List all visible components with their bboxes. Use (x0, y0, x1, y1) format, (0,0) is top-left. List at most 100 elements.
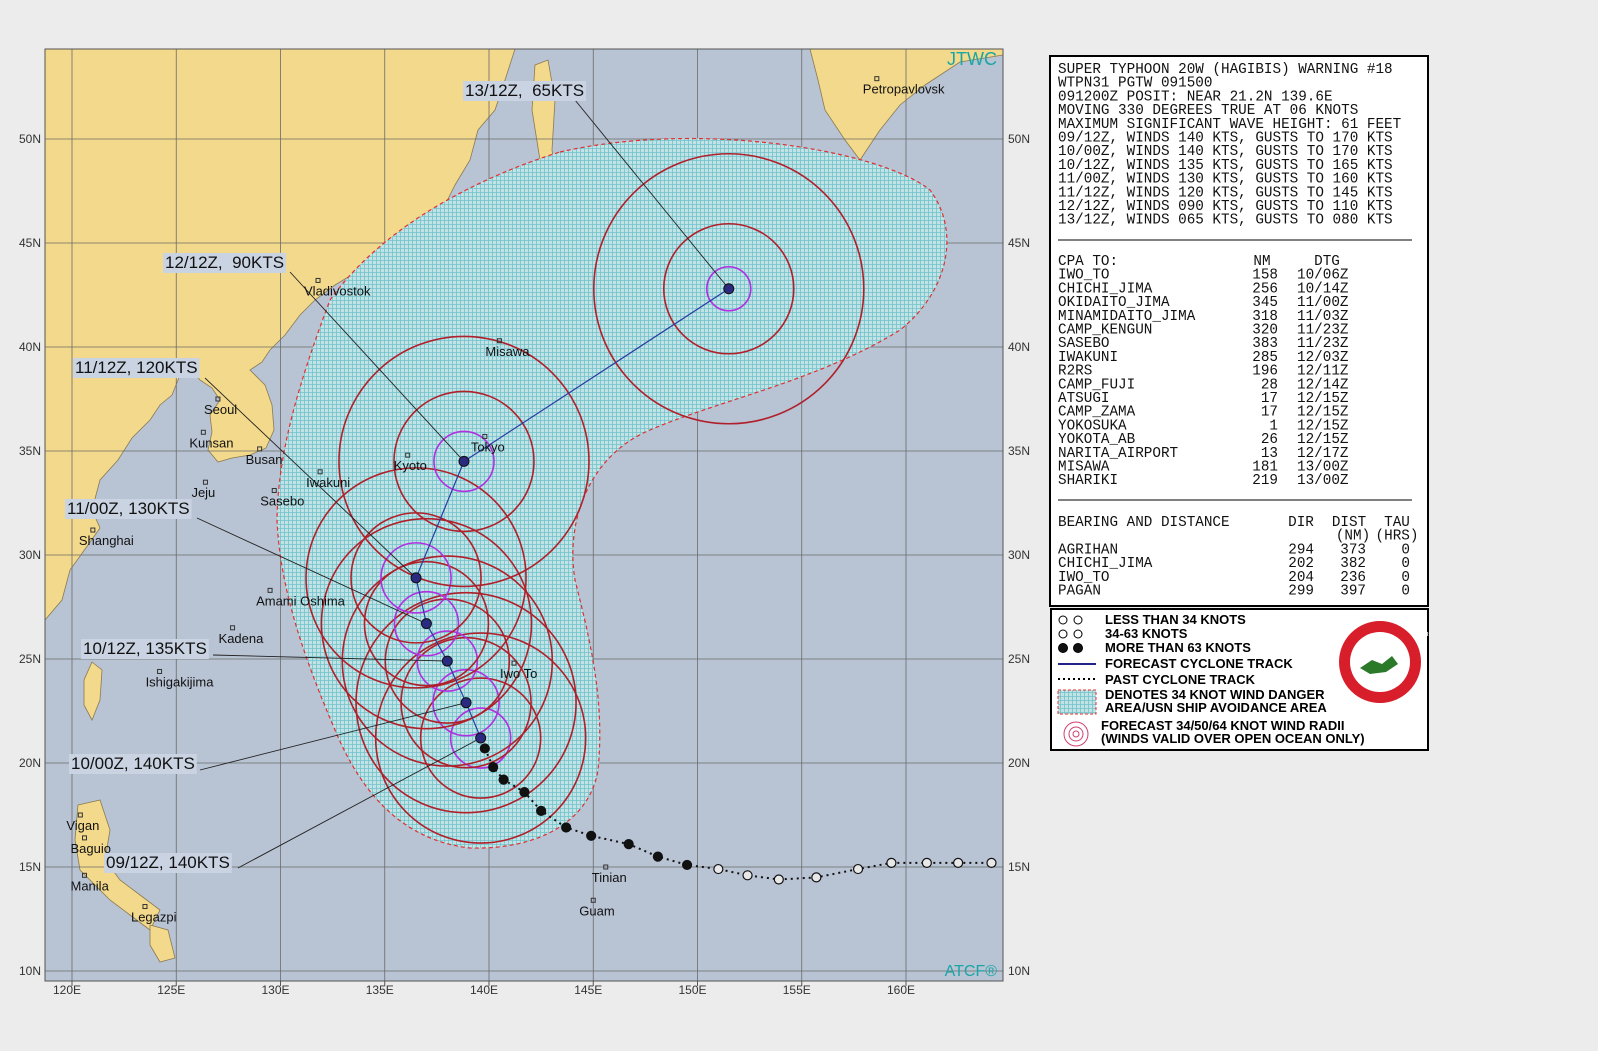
lon-tick-label: 140E (470, 983, 498, 997)
lat-tick-label: 50N (1008, 132, 1030, 146)
lat-tick-label: 15N (1008, 860, 1030, 874)
past-position (488, 762, 499, 773)
past-position (536, 805, 547, 816)
place-marker (215, 396, 221, 402)
place-label: Misawa (485, 344, 530, 359)
warning-line: MOVING 330 DEGREES TRUE AT 06 KNOTS (1058, 103, 1358, 119)
past-position (773, 874, 784, 885)
cpa-header: DTG (1314, 254, 1340, 270)
past-position (886, 857, 897, 868)
lon-tick-label: 135E (366, 983, 394, 997)
cpa-name: MINAMIDAITO_JIMA (1058, 309, 1196, 325)
bearing-dir: 294 (1288, 542, 1314, 558)
warning-line: 11/00Z, WINDS 130 KTS, GUSTS TO 160 KTS (1058, 172, 1393, 188)
cpa-name: CAMP_KENGUN (1058, 323, 1152, 339)
lat-tick-label: 35N (1008, 444, 1030, 458)
lat-tick-label: 15N (19, 860, 41, 874)
legend-item: 34-63 KNOTS (1105, 626, 1188, 641)
cpa-nm: 383 (1252, 336, 1278, 352)
place-marker (157, 668, 163, 674)
place-label: Busan (246, 452, 283, 467)
cpa-dtg: 12/14Z (1297, 377, 1349, 393)
warning-line: 13/12Z, WINDS 065 KTS, GUSTS TO 080 KTS (1058, 213, 1393, 229)
leader-line (199, 702, 467, 771)
lat-tick-label: 25N (1008, 652, 1030, 666)
cpa-dtg: 12/15Z (1297, 391, 1349, 407)
lon-tick-label: 155E (783, 983, 811, 997)
place-marker (496, 338, 502, 344)
place-marker (82, 835, 88, 841)
warning-line: 09/12Z, WINDS 140 KTS, GUSTS TO 170 KTS (1058, 131, 1393, 147)
place-marker (142, 904, 148, 910)
cpa-name: CAMP_ZAMA (1058, 405, 1136, 421)
forecast-label: 12/12Z, 90KTS (165, 253, 284, 272)
past-position (586, 830, 597, 841)
place-label: Amami Oshima (256, 593, 346, 608)
wind-radius-64 (380, 542, 452, 614)
warning-panel (1049, 55, 1429, 607)
place-label: Guam (579, 903, 614, 918)
forecast-position (458, 455, 470, 467)
place-label: Sasebo (260, 494, 304, 509)
forecast-label: 09/12Z, 140KTS (106, 853, 230, 872)
past-position (986, 857, 997, 868)
leader-line (574, 99, 730, 290)
place-marker (482, 433, 488, 439)
warning-line: 10/00Z, WINDS 140 KTS, GUSTS TO 170 KTS (1058, 144, 1393, 160)
cpa-name: IWO_TO (1058, 268, 1109, 284)
warning-line: 11/12Z, WINDS 120 KTS, GUSTS TO 145 KTS (1058, 185, 1393, 201)
cpa-name: ATSUGI (1058, 391, 1109, 407)
lat-tick-label: 45N (1008, 236, 1030, 250)
legend-item: PAST CYCLONE TRACK (1105, 672, 1256, 687)
legend-item: (WINDS VALID OVER OPEN OCEAN ONLY) (1101, 731, 1365, 746)
lat-tick-label: 30N (1008, 548, 1030, 562)
bearing-name: CHICHI_JIMA (1058, 556, 1153, 572)
past-position (561, 822, 572, 833)
legend-symbols (1057, 615, 1097, 747)
forecast-label: 10/00Z, 140KTS (71, 754, 195, 773)
bearing-dist: 397 (1340, 584, 1366, 600)
track-overlay: 09/12Z, 140KTS 10/00Z, 140KTS 10/12Z, 135K… (65, 76, 997, 925)
past-position (921, 857, 932, 868)
past-position (479, 743, 490, 754)
cpa-nm: 318 (1252, 309, 1278, 325)
lat-tick-label: 25N (19, 652, 41, 666)
cpa-dtg: 12/15Z (1297, 418, 1349, 434)
bearing-dir: 202 (1288, 556, 1314, 572)
warning-line: 10/12Z, WINDS 135 KTS, GUSTS TO 165 KTS (1058, 158, 1393, 174)
cpa-dtg: 12/03Z (1297, 350, 1349, 366)
cpa-nm: 1 (1269, 418, 1278, 434)
lon-tick-label: 145E (574, 983, 602, 997)
bearing-header: DIST (1332, 515, 1367, 531)
wind-radius-34 (338, 335, 590, 588)
legend-item: AREA/USN SHIP AVOIDANCE AREA (1105, 700, 1327, 715)
lat-tick-label: 20N (19, 756, 41, 770)
place-marker (511, 660, 517, 666)
cpa-nm: 17 (1261, 391, 1278, 407)
place-label: Kunsan (189, 435, 233, 450)
forecast-position (410, 572, 422, 584)
place-label: Iwo To (500, 666, 537, 681)
bearing-name: IWO_TO (1058, 570, 1109, 586)
place-label: Legazpi (131, 910, 177, 925)
cpa-dtg: 12/15Z (1297, 432, 1349, 448)
cpa-dtg: 11/23Z (1297, 336, 1349, 352)
forecast-label-bg (73, 358, 200, 378)
cpa-nm: 26 (1261, 432, 1278, 448)
place-marker (257, 446, 263, 452)
cpa-dtg: 11/00Z (1297, 295, 1349, 311)
bearing-dir: 204 (1288, 570, 1314, 586)
place-marker (603, 864, 609, 870)
wind-radius-34 (355, 591, 577, 814)
cpa-nm: 196 (1252, 364, 1278, 380)
cpa-dtg: 10/06Z (1297, 268, 1349, 284)
axes: 120E 125E 130E 135E 140E 145E 150E 155E 160E 50N 5… (19, 132, 1030, 997)
lat-tick-label: 20N (1008, 756, 1030, 770)
cpa-nm: 285 (1252, 350, 1278, 366)
cpa-dtg: 10/14Z (1297, 281, 1349, 297)
place-marker (315, 277, 321, 283)
lon-tick-label: 160E (887, 983, 915, 997)
bearing-name: PAGAN (1058, 584, 1101, 600)
danger-area (276, 137, 948, 849)
forecast-label-bg (163, 253, 287, 273)
